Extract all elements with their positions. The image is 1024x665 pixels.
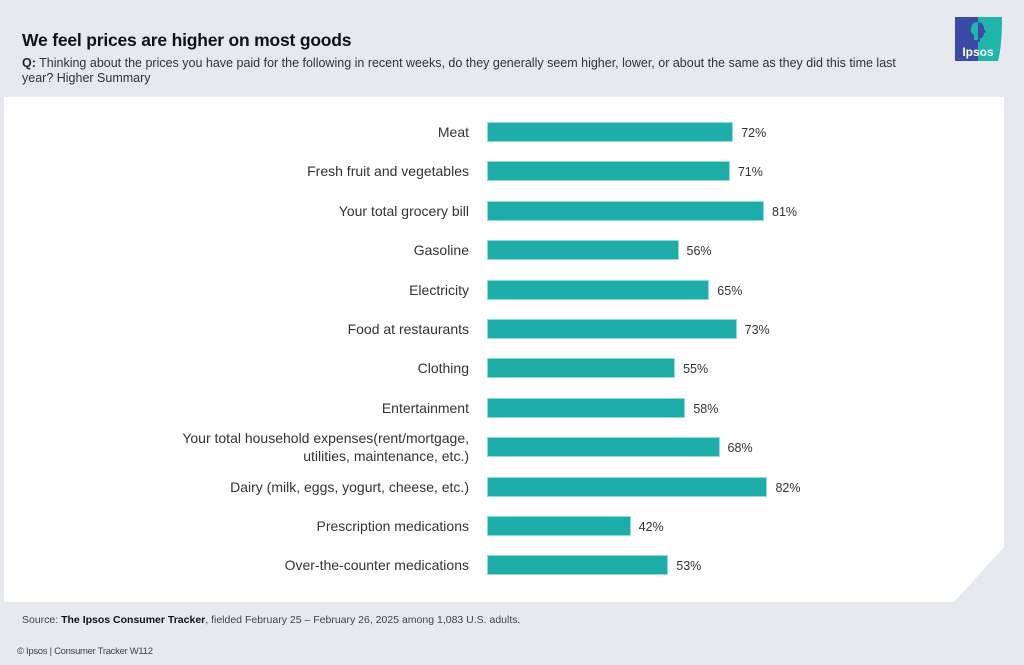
- source-note: Source: The Ipsos Consumer Tracker, fiel…: [22, 614, 520, 626]
- category-label: Entertainment: [381, 399, 469, 416]
- value-label: 72%: [741, 126, 767, 140]
- question-body: Thinking about the prices you have paid …: [22, 56, 896, 85]
- bar: [487, 516, 631, 536]
- bar: [487, 476, 768, 497]
- category-label: Fresh fruit and vegetables: [307, 163, 469, 180]
- bar: [487, 122, 734, 142]
- category-label: Your total grocery bill: [338, 202, 469, 219]
- bar: [487, 240, 679, 261]
- bar: [487, 555, 669, 576]
- bar: [487, 279, 710, 300]
- category-label: Over-the-counter medications: [284, 557, 469, 574]
- category-label: Dairy (milk, eggs, yogurt, cheese, etc.): [230, 478, 469, 495]
- category-label: Your total household expenses(rent/mortg…: [182, 430, 469, 465]
- value-label: 58%: [693, 401, 719, 416]
- question-text: Q: Thinking about the prices you have pa…: [22, 56, 922, 86]
- value-label: 81%: [772, 204, 798, 219]
- category-label: Gasoline: [413, 242, 469, 259]
- value-label: 56%: [686, 244, 712, 259]
- value-label: 65%: [717, 283, 743, 298]
- bar: [487, 319, 737, 339]
- category-label: Prescription medications: [316, 518, 469, 534]
- value-label: 71%: [737, 165, 763, 180]
- value-label: 53%: [676, 559, 702, 574]
- bar: [487, 358, 676, 379]
- category-label: Electricity: [409, 281, 469, 298]
- logo-text: Ipsos: [962, 45, 994, 59]
- bar: [487, 437, 720, 458]
- value-label: 73%: [744, 323, 770, 337]
- copyright: © Ipsos | Consumer Tracker W112: [17, 646, 153, 657]
- value-label: 68%: [727, 441, 753, 456]
- chart-title: We feel prices are higher on most goods: [22, 30, 352, 50]
- value-label: 82%: [775, 480, 801, 495]
- bar: [487, 161, 730, 182]
- category-label: Food at restaurants: [347, 321, 469, 337]
- source-name: The Ipsos Consumer Tracker: [61, 614, 206, 626]
- source-details: , fielded February 25 – February 26, 202…: [205, 614, 521, 626]
- source-prefix: Source:: [22, 614, 62, 626]
- category-label: Clothing: [417, 360, 469, 377]
- bar: [487, 397, 686, 418]
- ipsos-logo-icon: Ipsos: [955, 17, 1002, 61]
- category-label: Meat: [437, 124, 469, 140]
- value-label: 55%: [683, 362, 709, 377]
- bar: [487, 200, 765, 221]
- question-prefix: Q:: [22, 56, 36, 70]
- value-label: 42%: [638, 520, 664, 534]
